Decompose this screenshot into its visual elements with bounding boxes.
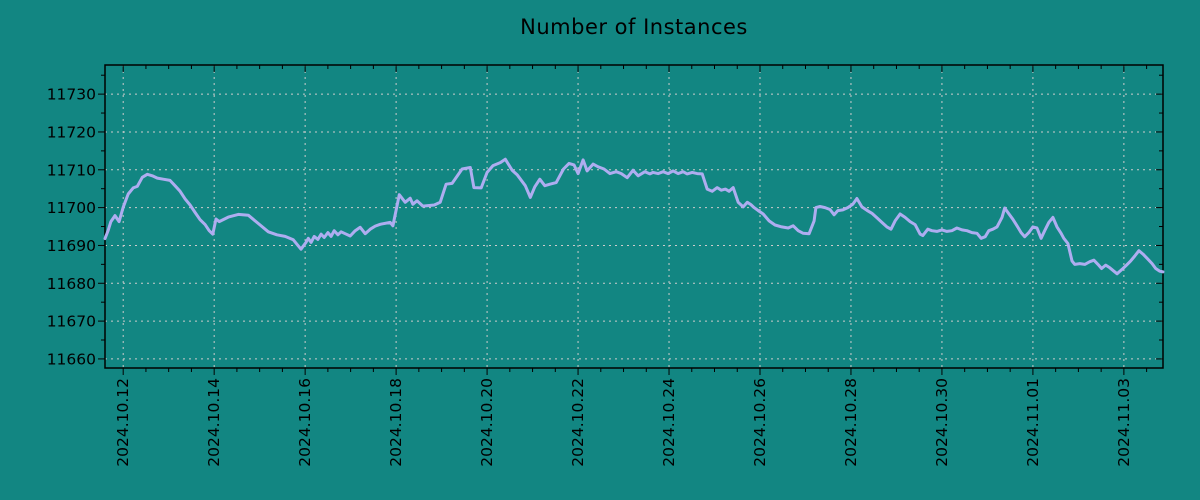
x-tick-label: 2024.10.18 (387, 378, 405, 467)
x-tick-label: 2024.10.28 (842, 378, 860, 467)
y-tick-label: 11690 (47, 237, 96, 255)
x-tick-label: 2024.10.14 (205, 378, 223, 467)
y-tick-label: 11710 (47, 161, 96, 179)
axis-labels: 11660 11670 11680 11690 11700 11710 11720 11730… (47, 86, 1133, 467)
x-tick-label: 2024.10.22 (569, 378, 587, 467)
x-tick-label: 2024.10.16 (296, 378, 314, 467)
chart-title: Number of Instances (520, 15, 748, 39)
y-tick-label: 11680 (47, 275, 96, 293)
grid (105, 65, 1163, 368)
plot-frame (104, 64, 1164, 369)
y-tick-label: 11730 (47, 86, 96, 104)
series-line-instances (103, 157, 1165, 276)
y-tick-label: 11660 (47, 350, 96, 368)
y-tick-label: 11720 (47, 123, 96, 141)
x-tick-label: 2024.10.12 (114, 378, 132, 467)
axis-ticks (98, 65, 1163, 375)
x-tick-label: 2024.10.26 (751, 378, 769, 467)
x-tick-label: 2024.11.03 (1115, 378, 1133, 467)
x-tick-label: 2024.10.30 (933, 378, 951, 467)
x-tick-label: 2024.10.20 (478, 378, 496, 467)
y-tick-label: 11700 (47, 199, 96, 217)
x-tick-label: 2024.10.24 (660, 378, 678, 467)
x-tick-label: 2024.11.01 (1024, 378, 1042, 467)
y-tick-label: 11670 (47, 313, 96, 331)
